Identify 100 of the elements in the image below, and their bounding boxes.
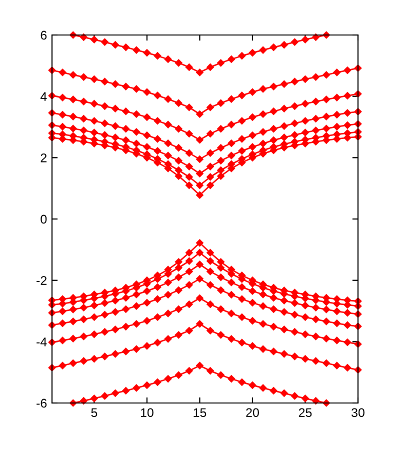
point bbox=[196, 275, 204, 282]
point bbox=[302, 76, 309, 83]
point bbox=[280, 296, 288, 304]
point bbox=[333, 111, 341, 118]
point bbox=[90, 355, 98, 362]
point bbox=[238, 378, 246, 386]
point bbox=[302, 355, 309, 362]
point bbox=[259, 320, 267, 328]
point bbox=[90, 302, 98, 310]
point bbox=[186, 104, 193, 112]
point bbox=[174, 274, 182, 281]
point bbox=[333, 123, 341, 130]
point bbox=[174, 59, 182, 67]
point bbox=[280, 122, 288, 130]
point bbox=[58, 94, 66, 102]
point bbox=[112, 104, 119, 112]
point bbox=[206, 130, 214, 138]
point bbox=[174, 264, 182, 272]
point bbox=[143, 317, 151, 324]
point bbox=[217, 331, 224, 339]
point bbox=[174, 157, 182, 164]
point bbox=[132, 302, 140, 310]
point bbox=[154, 52, 162, 60]
point bbox=[80, 357, 88, 365]
point bbox=[238, 295, 246, 303]
x-tick-label: 25 bbox=[298, 408, 312, 418]
point bbox=[164, 335, 172, 343]
point bbox=[344, 92, 352, 100]
point bbox=[238, 313, 246, 321]
point bbox=[270, 348, 278, 356]
point bbox=[80, 73, 88, 81]
point bbox=[217, 99, 224, 107]
point bbox=[101, 38, 108, 46]
point bbox=[344, 66, 352, 74]
point bbox=[154, 92, 162, 100]
point bbox=[206, 281, 214, 289]
point bbox=[174, 99, 182, 107]
point bbox=[312, 115, 320, 122]
point bbox=[132, 128, 140, 136]
point bbox=[174, 125, 182, 132]
point bbox=[217, 59, 224, 67]
point bbox=[322, 359, 330, 367]
point bbox=[132, 345, 140, 353]
point bbox=[344, 338, 352, 346]
point bbox=[302, 313, 309, 321]
point bbox=[248, 299, 256, 306]
point bbox=[122, 44, 130, 51]
point bbox=[259, 345, 267, 353]
y-tick-label: -2 bbox=[36, 276, 47, 285]
point bbox=[174, 331, 182, 339]
point bbox=[280, 41, 288, 48]
point bbox=[196, 136, 204, 144]
point bbox=[101, 102, 108, 110]
point bbox=[132, 85, 140, 93]
point bbox=[248, 287, 256, 295]
point bbox=[132, 320, 140, 328]
point bbox=[302, 330, 309, 338]
point bbox=[143, 49, 151, 56]
point bbox=[217, 157, 224, 164]
point bbox=[333, 68, 341, 76]
point bbox=[90, 76, 98, 83]
point bbox=[80, 332, 88, 340]
point bbox=[186, 149, 193, 157]
point bbox=[259, 110, 267, 118]
point bbox=[322, 306, 330, 314]
point bbox=[132, 384, 140, 392]
point bbox=[196, 182, 204, 189]
y-tick-label: 0 bbox=[40, 214, 47, 224]
point bbox=[101, 311, 108, 318]
x-tick-label: 15 bbox=[194, 408, 206, 418]
point bbox=[322, 124, 330, 132]
point bbox=[154, 135, 162, 143]
point bbox=[238, 92, 246, 100]
point bbox=[217, 166, 224, 174]
point bbox=[132, 110, 140, 118]
point bbox=[228, 335, 236, 343]
point bbox=[333, 308, 341, 315]
point bbox=[322, 71, 330, 79]
point bbox=[122, 294, 130, 302]
point bbox=[186, 162, 193, 170]
point bbox=[312, 357, 320, 365]
y-tick-label: -4 bbox=[36, 338, 47, 346]
point bbox=[101, 392, 108, 400]
point bbox=[206, 268, 214, 276]
point bbox=[154, 117, 162, 125]
point bbox=[333, 336, 341, 344]
point bbox=[112, 80, 119, 88]
point bbox=[280, 308, 288, 316]
y-tick-label: -6 bbox=[36, 398, 47, 408]
x-tick-label: 10 bbox=[140, 408, 154, 418]
point bbox=[270, 306, 278, 313]
point bbox=[80, 397, 88, 404]
point bbox=[217, 306, 224, 313]
point bbox=[206, 64, 214, 71]
point bbox=[164, 95, 172, 103]
point bbox=[69, 334, 77, 342]
point bbox=[164, 120, 172, 128]
point bbox=[206, 367, 214, 374]
point bbox=[344, 364, 352, 372]
point bbox=[186, 182, 193, 189]
